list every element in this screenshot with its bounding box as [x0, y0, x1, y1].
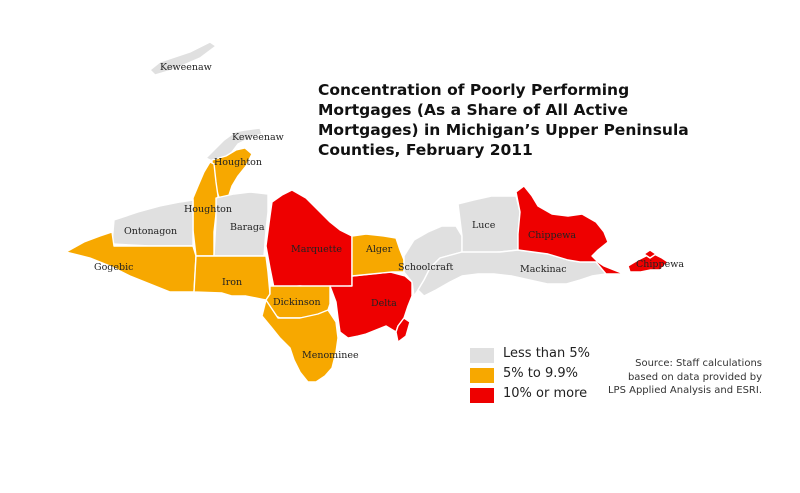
county-label-mackinac: Mackinac: [520, 264, 567, 275]
county-label-chippewa-island: Chippewa: [636, 259, 684, 270]
counties-layer: [65, 41, 669, 383]
county-label-marquette: Marquette: [291, 244, 342, 255]
county-label-chippewa: Chippewa: [528, 230, 576, 241]
county-label-keweenaw: Keweenaw: [232, 132, 284, 143]
county-label-houghton: Houghton: [184, 204, 232, 215]
county-chippewa-islet: [643, 249, 657, 259]
county-marquette: [265, 189, 353, 289]
county-label-luce: Luce: [472, 220, 496, 231]
county-label-houghton-north: Houghton: [214, 157, 262, 168]
legend-label: Less than 5%: [503, 346, 590, 361]
county-label-ontonagon: Ontonagon: [124, 226, 177, 237]
source-line: Source: Staff calculations: [635, 358, 762, 369]
county-ontonagon: [111, 199, 194, 247]
map-title-line: Concentration of Poorly Performing: [318, 81, 630, 99]
county-iron: [193, 255, 271, 301]
county-keweenaw-isle: [149, 41, 217, 76]
map-title-line: Counties, February 2011: [318, 141, 533, 159]
legend-swatch: [470, 368, 494, 383]
county-label-gogebic: Gogebic: [94, 262, 133, 273]
county-labels-layer: Keweenaw Keweenaw Houghton Houghton Ontonago…: [94, 62, 684, 361]
county-label-dickinson: Dickinson: [273, 297, 321, 308]
county-alger: [351, 233, 405, 277]
county-label-iron: Iron: [222, 277, 242, 288]
source-line: LPS Applied Analysis and ESRI.: [607, 385, 762, 396]
county-chippewa-island: [627, 253, 669, 273]
county-label-menominee: Menominee: [302, 350, 359, 361]
county-label-delta: Delta: [371, 298, 397, 309]
county-menominee: [261, 299, 339, 383]
county-baraga: [213, 191, 269, 257]
legend-label: 10% or more: [503, 386, 588, 401]
county-label-alger: Alger: [365, 244, 393, 255]
legend-swatch: [470, 388, 494, 403]
source-line: based on data provided by: [627, 371, 762, 383]
legend-swatch: [470, 348, 494, 363]
county-label-keweenaw-isle: Keweenaw: [160, 62, 212, 73]
map-title-line: Mortgages (As a Share of All Active: [318, 101, 629, 119]
source-note: Source: Staff calculations based on data…: [562, 357, 762, 398]
legend-label: 5% to 9.9%: [503, 366, 578, 381]
county-delta-tip: [395, 317, 411, 343]
map-title: Concentration of Poorly Performing Mortg…: [318, 80, 689, 160]
county-label-baraga: Baraga: [230, 222, 265, 233]
county-chippewa: [515, 185, 625, 275]
map-title-line: Mortgages) in Michigan’s Upper Peninsula: [318, 121, 689, 139]
county-label-schoolcraft: Schoolcraft: [398, 262, 453, 273]
